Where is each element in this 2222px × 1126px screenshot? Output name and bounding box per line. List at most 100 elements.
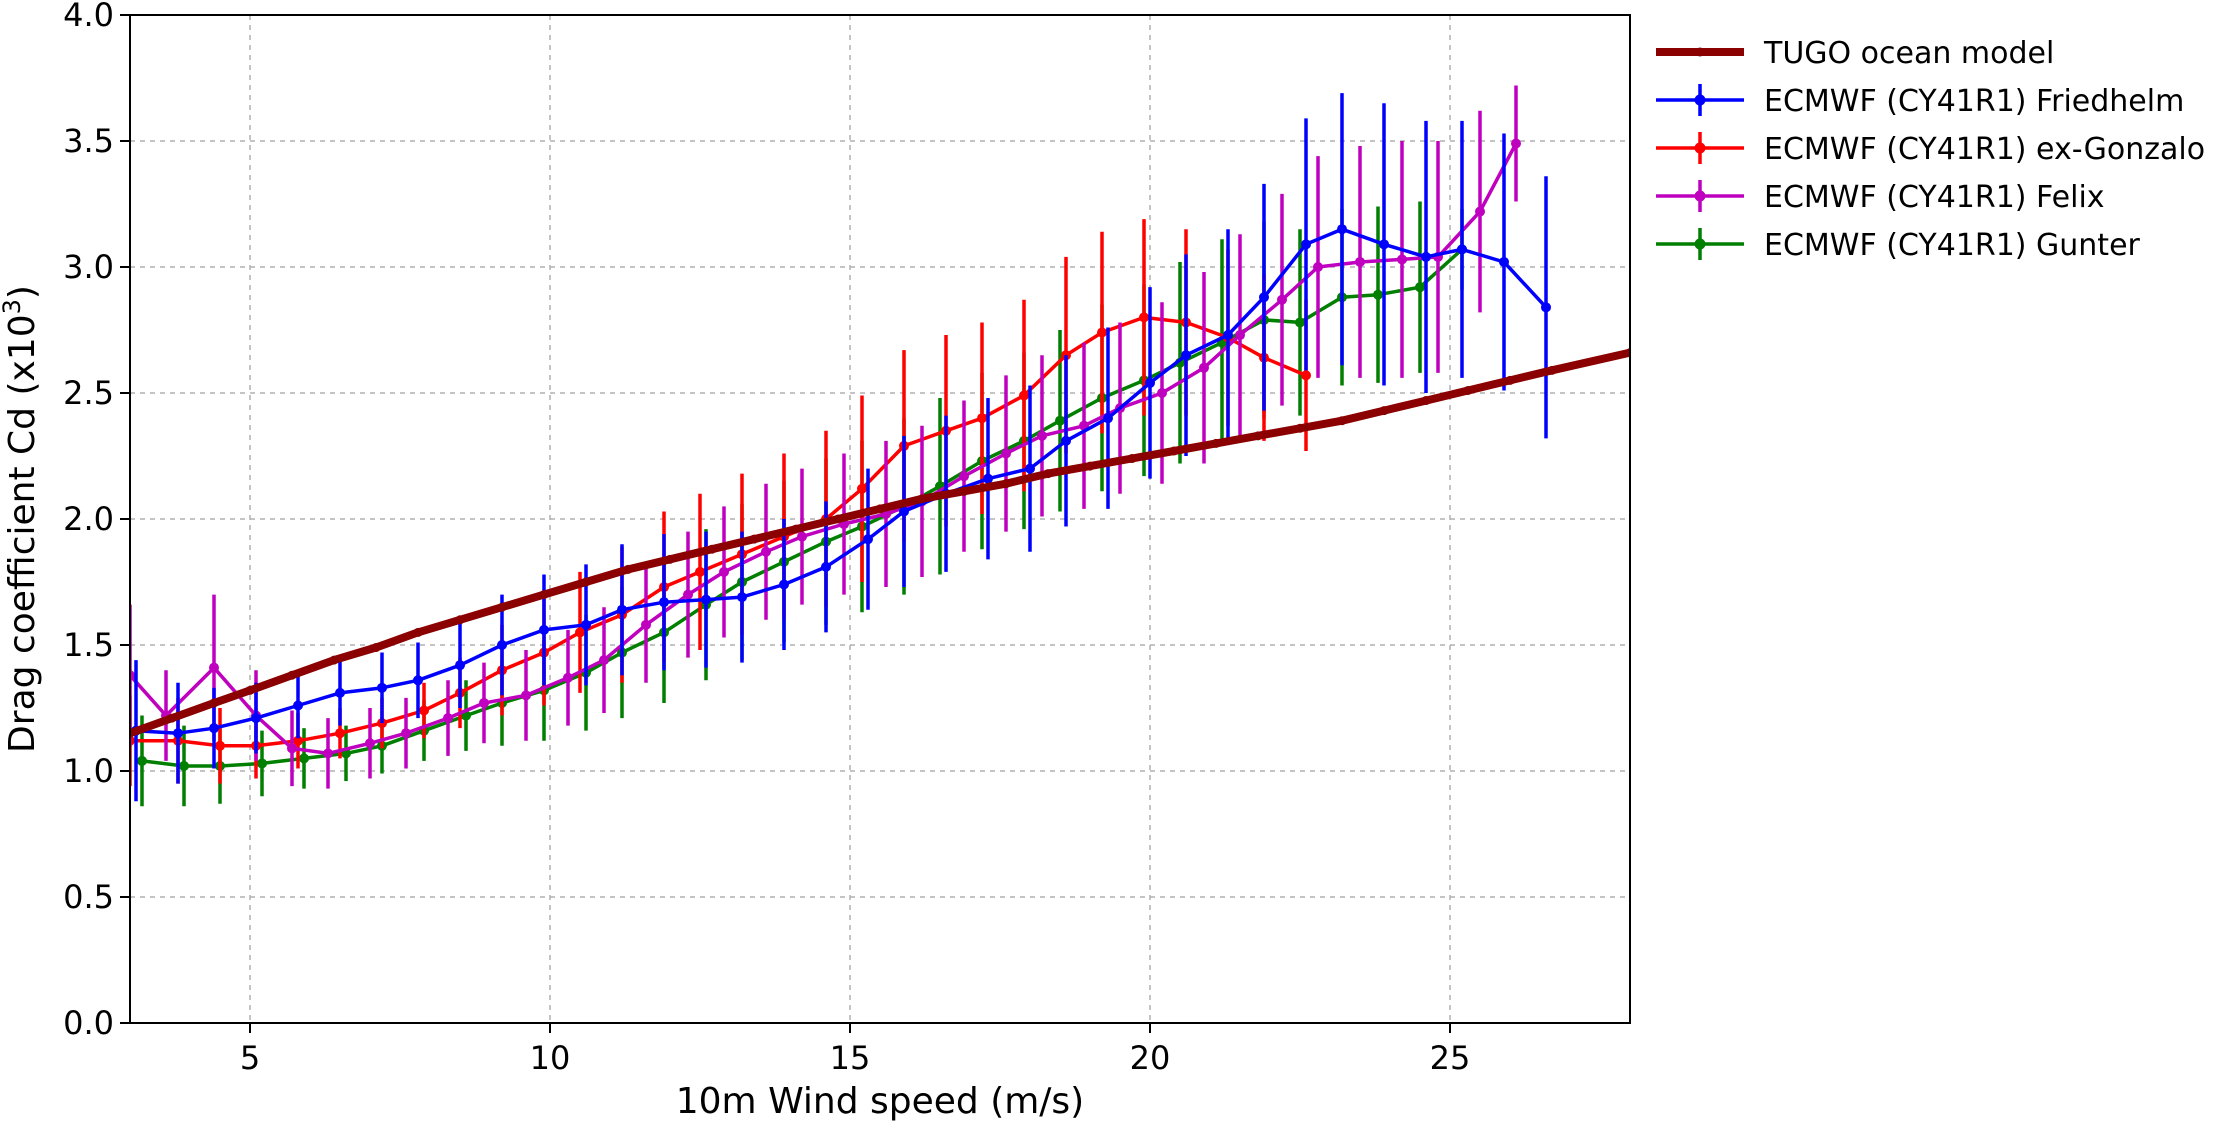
legend-label: ECMWF (CY41R1) ex-Gonzalo <box>1764 132 2205 167</box>
data-point <box>665 554 675 564</box>
data-point <box>1061 435 1071 446</box>
data-point <box>575 627 585 638</box>
y-axis-label-sup: 3 <box>0 299 26 314</box>
data-point <box>137 755 147 766</box>
data-point <box>1499 256 1509 267</box>
data-point <box>167 713 177 723</box>
legend-marker <box>1694 190 1706 202</box>
data-point <box>599 655 609 666</box>
data-point <box>1043 469 1053 479</box>
data-point <box>1301 239 1311 250</box>
data-point <box>1211 438 1221 448</box>
data-point <box>130 728 135 738</box>
y-tick-label: 4.0 <box>63 0 114 34</box>
data-point <box>497 640 507 650</box>
data-point <box>209 698 219 708</box>
data-point <box>443 713 453 724</box>
data-point <box>521 690 531 701</box>
data-point <box>1421 251 1431 262</box>
data-point <box>959 471 969 482</box>
data-point <box>413 675 423 686</box>
data-point <box>695 566 705 577</box>
data-point <box>413 627 423 637</box>
data-point <box>1169 446 1179 456</box>
data-point <box>821 561 831 572</box>
data-point <box>1085 461 1095 471</box>
data-point <box>983 473 993 484</box>
data-point <box>1373 289 1383 300</box>
data-point <box>1511 138 1521 149</box>
x-tick-label: 20 <box>1130 1039 1171 1077</box>
data-point <box>173 728 183 739</box>
data-point <box>1421 396 1431 406</box>
data-point <box>791 524 801 534</box>
data-point <box>749 534 759 544</box>
data-point <box>215 740 225 751</box>
data-point <box>1139 312 1149 323</box>
x-tick-label: 15 <box>830 1039 871 1077</box>
data-point <box>875 504 885 514</box>
data-point <box>1037 430 1047 441</box>
data-point <box>1625 348 1630 358</box>
data-point <box>287 743 297 754</box>
data-point <box>1097 327 1107 338</box>
data-point <box>1475 206 1485 217</box>
series-3 <box>130 85 1521 789</box>
y-tick-label: 0.5 <box>63 878 114 916</box>
data-point <box>1001 479 1011 489</box>
y-tick-label: 1.5 <box>63 626 114 664</box>
series-layer <box>130 85 1630 807</box>
y-axis-label-close: ) <box>2 285 43 299</box>
data-point <box>1235 330 1245 341</box>
series-2 <box>130 219 1311 787</box>
data-point <box>1127 454 1137 464</box>
data-point <box>1103 413 1113 424</box>
legend-label: ECMWF (CY41R1) Felix <box>1764 180 2105 215</box>
x-axis-label: 10m Wind speed (m/s) <box>676 1081 1084 1122</box>
legend-label: TUGO ocean model <box>1763 36 2054 71</box>
series-line <box>134 227 1548 735</box>
series-line <box>130 141 1518 756</box>
legend-marker <box>1695 47 1705 57</box>
data-point <box>863 534 873 545</box>
data-point <box>1541 302 1551 313</box>
data-point <box>1259 292 1269 303</box>
data-point <box>179 760 189 771</box>
data-point <box>209 723 219 734</box>
x-tick-label: 10 <box>530 1039 571 1077</box>
data-point <box>365 738 375 749</box>
legend-marker <box>1694 94 1706 106</box>
series-line <box>130 348 1630 738</box>
data-point <box>1001 448 1011 459</box>
series-line <box>130 315 1308 748</box>
y-tick-label: 1.0 <box>63 752 114 790</box>
data-point <box>659 597 669 608</box>
legend-label: ECMWF (CY41R1) Friedhelm <box>1764 84 2184 119</box>
legend-marker <box>1694 238 1706 250</box>
data-point <box>1223 330 1233 341</box>
data-point <box>917 494 927 504</box>
data-point <box>1019 390 1029 401</box>
data-point <box>455 660 465 671</box>
data-point <box>719 566 729 577</box>
data-point <box>287 670 297 680</box>
data-point <box>1145 377 1155 388</box>
data-point <box>959 486 969 496</box>
y-tick-label: 3.5 <box>63 122 114 160</box>
data-point <box>1181 350 1191 361</box>
data-point <box>1157 388 1167 398</box>
data-point <box>251 713 261 724</box>
series-1 <box>131 93 1551 802</box>
data-point <box>641 619 651 630</box>
y-axis-label-main: Drag coefficient Cd (x10 <box>2 314 43 753</box>
data-point <box>335 687 345 698</box>
data-point <box>683 589 693 600</box>
data-point <box>899 506 909 517</box>
y-tick-label: 2.0 <box>63 500 114 538</box>
data-point <box>323 748 333 759</box>
data-point <box>737 592 747 603</box>
series-0 <box>130 348 1630 738</box>
axis-ticks: 5 10 15 20 25 0.0 0.5 1.0 1.5 2.0 2.5 3.0 3.5 4.0 <box>63 0 1470 1077</box>
data-point <box>1337 416 1347 426</box>
